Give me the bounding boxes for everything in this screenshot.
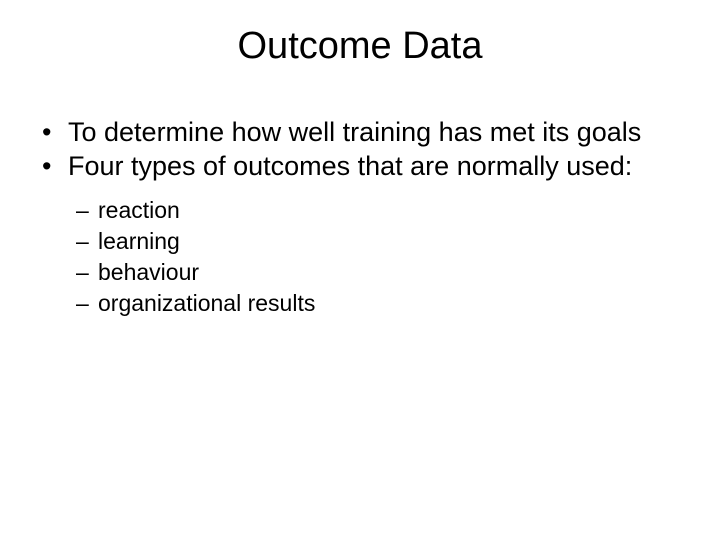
sub-bullet-text: behaviour <box>98 257 690 288</box>
bullet-text: Four types of outcomes that are normally… <box>68 150 690 182</box>
bullet-glyph: • <box>38 150 68 182</box>
dash-glyph: – <box>76 226 98 257</box>
bullet-glyph: • <box>38 116 68 148</box>
slide-container: Outcome Data • To determine how well tra… <box>0 0 720 540</box>
bullet-level1-item: • To determine how well training has met… <box>38 116 690 148</box>
sub-bullet-text: organizational results <box>98 288 690 319</box>
dash-glyph: – <box>76 288 98 319</box>
bullet-level2-item: – organizational results <box>76 288 690 319</box>
bullet-level2-item: – behaviour <box>76 257 690 288</box>
dash-glyph: – <box>76 257 98 288</box>
slide-title: Outcome Data <box>30 25 690 68</box>
bullet-level1-item: • Four types of outcomes that are normal… <box>38 150 690 182</box>
bullet-level2-item: – reaction <box>76 195 690 226</box>
slide-content: • To determine how well training has met… <box>30 116 690 319</box>
sub-bullet-list: – reaction – learning – behaviour – orga… <box>38 195 690 319</box>
sub-bullet-text: learning <box>98 226 690 257</box>
bullet-text: To determine how well training has met i… <box>68 116 690 148</box>
dash-glyph: – <box>76 195 98 226</box>
bullet-level2-item: – learning <box>76 226 690 257</box>
sub-bullet-text: reaction <box>98 195 690 226</box>
